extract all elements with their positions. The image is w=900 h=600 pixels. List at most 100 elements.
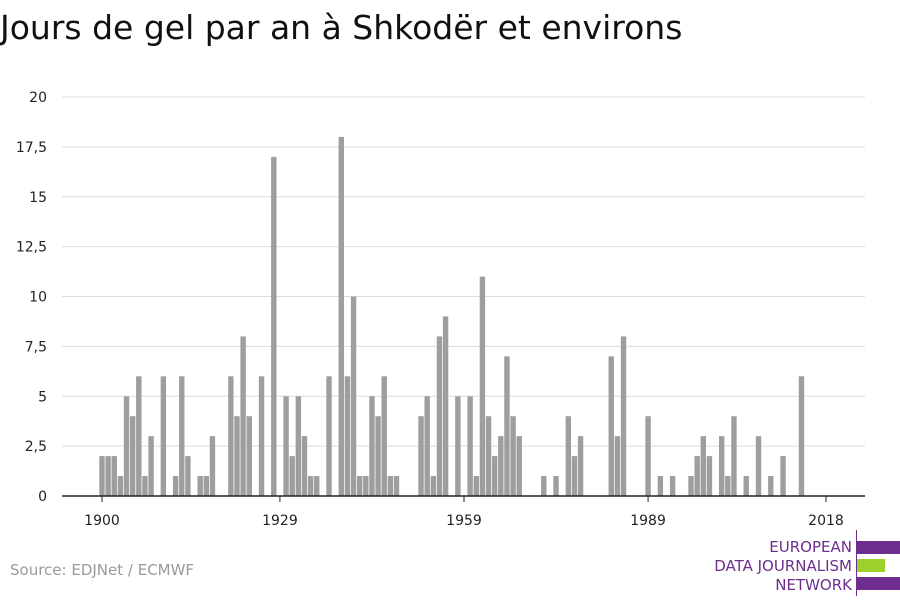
logo-bar-green (857, 559, 885, 572)
bar-2007 (755, 436, 762, 496)
bar-1912 (172, 476, 179, 496)
bars (99, 136, 805, 496)
logo-separator (856, 530, 857, 596)
bar-1916 (197, 476, 203, 496)
bar-1964 (491, 456, 498, 496)
bar-1961 (473, 476, 479, 496)
bar-1926 (258, 376, 265, 496)
bar-2005 (743, 476, 749, 496)
bar-1903 (117, 476, 124, 496)
bar-1963 (485, 416, 492, 496)
bar-1921 (228, 376, 234, 496)
y-tick-label: 15 (29, 190, 47, 206)
source-note: Source: EDJNet / ECMWF (10, 561, 195, 579)
bar-1965 (498, 436, 504, 496)
chart-title: Jours de gel par an à Shkodër et environ… (0, 8, 683, 47)
bar-1935 (314, 476, 320, 496)
bar-1905 (129, 416, 136, 496)
bar-1952 (418, 416, 424, 496)
x-tick-label: 1989 (630, 513, 666, 529)
bar-1977 (571, 456, 578, 496)
bar-1996 (688, 476, 694, 496)
bar-1913 (179, 376, 185, 496)
bar-1983 (608, 356, 614, 496)
bar-1962 (479, 276, 486, 496)
bar-1904 (123, 396, 130, 496)
bar-1999 (706, 456, 713, 496)
bar-2009 (768, 476, 774, 496)
bar-1978 (577, 436, 584, 496)
bar-1933 (301, 436, 308, 496)
bar-2011 (780, 456, 786, 496)
bar-1972 (541, 476, 547, 496)
x-tick-label: 1900 (84, 513, 120, 529)
bar-1901 (105, 456, 111, 496)
bar-1974 (553, 476, 559, 496)
bar-1968 (516, 436, 522, 496)
bar-1922 (234, 416, 240, 496)
bar-1937 (326, 376, 332, 496)
y-tick-label: 0 (38, 489, 47, 505)
bar-1917 (203, 476, 210, 496)
bar-1993 (669, 476, 676, 496)
bar-1997 (694, 456, 700, 496)
bar-1976 (565, 416, 572, 496)
bar-1928 (271, 156, 277, 496)
bar-1954 (430, 476, 437, 496)
bar-1918 (209, 436, 216, 496)
edjnet-logo: EUROPEAN DATA JOURNALISM NETWORK (705, 530, 900, 596)
bar-1956 (442, 316, 449, 496)
bar-1910 (160, 376, 167, 496)
bar-1907 (142, 476, 148, 496)
y-tick-label: 20 (29, 90, 47, 106)
bar-1902 (111, 456, 117, 496)
bar-1900 (99, 456, 105, 496)
y-tick-label: 17,5 (16, 140, 47, 156)
y-tick-label: 10 (29, 290, 47, 306)
bar-1966 (504, 356, 510, 496)
bar-1948 (393, 476, 400, 496)
bar-1967 (510, 416, 516, 496)
bar-1945 (375, 416, 381, 496)
bar-1998 (700, 436, 706, 496)
bar-1946 (381, 376, 387, 496)
x-tick-label: 1959 (446, 513, 482, 529)
bar-1985 (620, 336, 627, 496)
bar-1955 (436, 336, 443, 496)
x-axis-ticks: 1900 1929 1959 1989 2018 (84, 496, 844, 529)
bar-1991 (657, 476, 664, 496)
bar-1940 (344, 376, 351, 496)
bar-1932 (295, 396, 302, 496)
bar-2003 (731, 416, 737, 496)
bar-chart: 0 2,5 5 7,5 10 12,5 15 17,5 20 1900 1929 1959 1989 2… (16, 90, 865, 529)
logo-bar-purple-top (857, 541, 900, 554)
x-tick-label: 1929 (262, 513, 298, 529)
y-tick-label: 2,5 (25, 439, 47, 455)
bar-1943 (363, 476, 369, 496)
bar-1930 (283, 396, 289, 496)
logo-line-3: NETWORK (775, 576, 852, 594)
bar-1941 (350, 296, 357, 496)
x-tick-label: 2018 (808, 513, 844, 529)
bar-1960 (467, 396, 473, 496)
bar-1953 (424, 396, 430, 496)
bar-1924 (246, 416, 252, 496)
y-tick-label: 12,5 (16, 240, 47, 256)
logo-line-2: DATA JOURNALISM (714, 557, 852, 575)
bar-1934 (307, 476, 314, 496)
bar-1989 (645, 416, 651, 496)
bar-2001 (718, 436, 725, 496)
bar-1939 (338, 136, 344, 496)
bar-1947 (387, 476, 394, 496)
bar-1931 (289, 456, 295, 496)
grid-lines (62, 96, 865, 447)
bar-1942 (356, 476, 363, 496)
y-tick-label: 7,5 (25, 339, 47, 355)
y-tick-label: 5 (38, 389, 47, 405)
bar-2014 (798, 376, 805, 496)
bar-1908 (148, 436, 154, 496)
bar-1923 (240, 336, 246, 496)
logo-bar-purple-bottom (857, 577, 900, 590)
bar-1984 (614, 436, 621, 496)
bar-1906 (136, 376, 142, 496)
